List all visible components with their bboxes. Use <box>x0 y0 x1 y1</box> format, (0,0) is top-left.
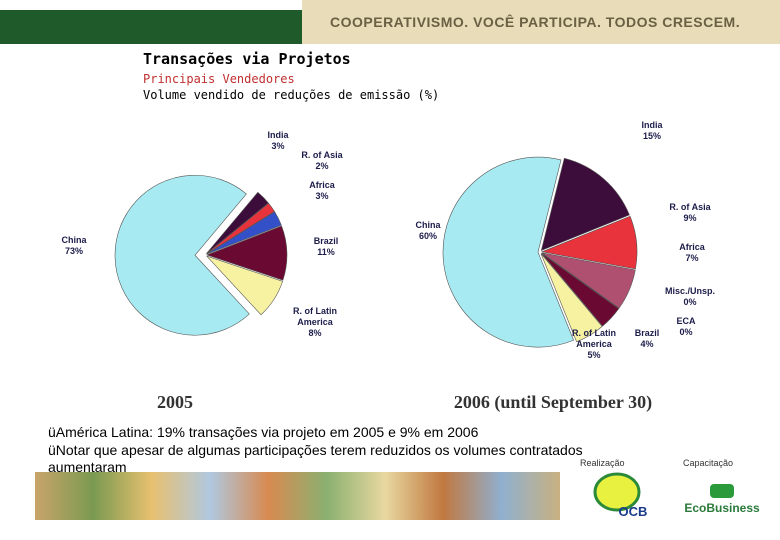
category-name: R. of Latin America <box>293 306 337 327</box>
slice-label: Africa 7% <box>662 242 722 264</box>
value-label: 5% <box>587 350 601 360</box>
slogan: COOPERATIVISMO. VOCÊ PARTICIPA. TODOS CR… <box>330 14 741 30</box>
pie-slice <box>206 255 283 316</box>
category-name: Misc./Unsp. <box>664 286 715 296</box>
pie-slice <box>206 191 269 254</box>
slice-label: Misc./Unsp. 0% <box>660 286 720 308</box>
ocb-text: OCB <box>619 504 648 519</box>
value-label: 60% <box>418 231 437 241</box>
photo-strip <box>35 472 560 520</box>
capacitacao-label: Capacitação <box>683 458 734 468</box>
value-label: 4% <box>640 339 654 349</box>
category-name: Brazil <box>313 236 339 246</box>
slice-label: R. of Latin America 5% <box>564 328 624 361</box>
slice-label: India 15% <box>622 120 682 142</box>
slice-label: Africa 3% <box>292 180 352 202</box>
title: Transações via Projetos <box>143 50 351 68</box>
value-label: 0% <box>683 297 697 307</box>
realizacao-label: Realização <box>580 458 625 468</box>
pie-slice <box>540 253 603 343</box>
ocb-logo: OCB <box>593 472 648 519</box>
slice-label: R. of Asia 9% <box>660 202 720 224</box>
category-name: R. of Asia <box>301 150 343 160</box>
category-name: R. of Asia <box>669 202 711 212</box>
slice-label: R. of Asia 2% <box>292 150 352 172</box>
pie-slice <box>206 202 275 255</box>
value-label: 9% <box>683 213 697 223</box>
header-band <box>302 0 780 44</box>
category-name: ECA <box>676 316 696 326</box>
value-label: 73% <box>64 246 83 256</box>
chart-title: 2006 (until September 30) <box>454 392 652 413</box>
slice-label: Brazil 4% <box>617 328 677 350</box>
pie-slice <box>541 253 620 327</box>
chart-title: 2005 <box>157 392 193 412</box>
slice-label: India 3% <box>248 130 308 152</box>
header-bar <box>0 10 302 44</box>
slice-label: Brazil 11% <box>296 236 356 258</box>
pie-slice <box>206 225 288 281</box>
category-name: R. of Latin America <box>572 328 616 349</box>
bullet: üAmérica Latina: 19% transações via proj… <box>48 424 479 440</box>
value-label: 11% <box>317 247 335 257</box>
description: Volume vendido de reduções de emissão (%… <box>143 88 440 102</box>
slice-label: China 73% <box>44 235 104 257</box>
eco-logo: EcoBusiness <box>684 484 760 515</box>
subtitle: Principais Vendedores <box>143 72 295 86</box>
category-name: China <box>415 220 441 230</box>
eco-icon <box>710 484 734 498</box>
slice-label: ECA 0% <box>656 316 716 338</box>
value-label: 0% <box>679 327 693 337</box>
pie-slice <box>114 174 250 336</box>
pie-slice <box>540 157 630 251</box>
value-label: 7% <box>685 253 699 263</box>
bullet: üNotar que apesar de algumas participaçõ… <box>48 442 583 475</box>
category-name: Brazil <box>634 328 660 338</box>
eco-text: EcoBusiness <box>684 501 760 515</box>
category-name: India <box>641 120 663 130</box>
category-name: Africa <box>309 180 335 190</box>
pie-slice <box>442 156 574 348</box>
category-name: India <box>267 130 289 140</box>
category-name: Africa <box>679 242 705 252</box>
pie-slice <box>206 211 282 255</box>
value-label: 8% <box>308 328 322 338</box>
pie-slice <box>540 215 638 270</box>
ocb-ring <box>593 472 641 512</box>
category-name: China <box>61 235 87 245</box>
pie-slice <box>541 252 636 309</box>
value-label: 15% <box>642 131 661 141</box>
value-label: 2% <box>315 161 329 171</box>
value-label: 3% <box>315 191 329 201</box>
slice-label: R. of Latin America 8% <box>285 306 345 339</box>
slice-label: China 60% <box>398 220 458 242</box>
value-label: 3% <box>271 141 285 151</box>
